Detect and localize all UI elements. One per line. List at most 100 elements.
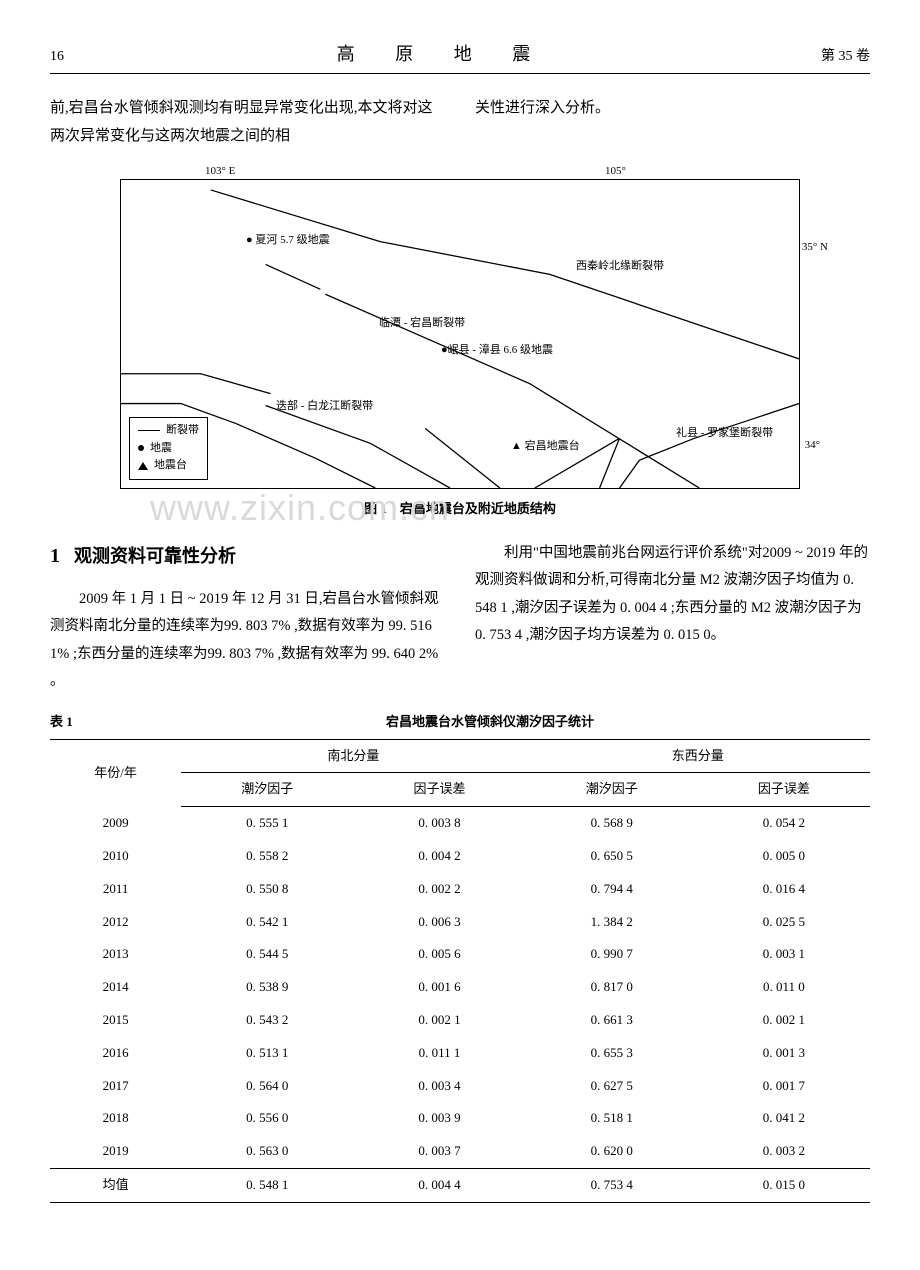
table-cell: 0. 513 1	[181, 1037, 353, 1070]
legend-station-label: 地震台	[154, 457, 187, 475]
table-row: 20140. 538 90. 001 60. 817 00. 011 0	[50, 971, 870, 1004]
table-cell: 0. 817 0	[526, 971, 698, 1004]
table-cell: 0. 564 0	[181, 1070, 353, 1103]
table-row: 20100. 558 20. 004 20. 650 50. 005 0	[50, 840, 870, 873]
table-cell: 0. 002 1	[698, 1004, 870, 1037]
table-cell: 0. 563 0	[181, 1135, 353, 1168]
table-row: 均值0. 548 10. 004 40. 753 40. 015 0	[50, 1168, 870, 1202]
section-1-para-left: 2009 年 1 月 1 日 ~ 2019 年 12 月 31 日,宕昌台水管倾…	[50, 586, 445, 696]
table-row: 20180. 556 00. 003 90. 518 10. 041 2	[50, 1102, 870, 1135]
th-ns-error: 因子误差	[353, 773, 525, 807]
table-cell: 2016	[50, 1037, 181, 1070]
table-cell: 0. 794 4	[526, 873, 698, 906]
legend-station: 地震台	[138, 457, 199, 475]
section-1-body: 1观测资料可靠性分析 2009 年 1 月 1 日 ~ 2019 年 12 月 …	[50, 540, 870, 696]
intro-paragraph: 前,宕昌台水管倾斜观测均有明显异常变化出现,本文将对这两次异常变化与这两次地震之…	[50, 94, 870, 169]
table-cell: 0. 538 9	[181, 971, 353, 1004]
th-ns-group: 南北分量	[181, 739, 525, 773]
table-row: 20150. 543 20. 002 10. 661 30. 002 1	[50, 1004, 870, 1037]
label-xiahe: ● 夏河 5.7 级地震	[246, 232, 330, 250]
label-diebu: 迭部 - 白龙江断裂带	[276, 398, 373, 416]
table-cell: 0. 001 3	[698, 1037, 870, 1070]
table-cell: 2010	[50, 840, 181, 873]
axis-lat2: 34°	[805, 437, 820, 455]
table-cell: 0. 542 1	[181, 906, 353, 939]
figure-1: 103° E 105° ● 夏河 5.7 级地震 西秦岭北缘断裂带 临潭 - 宕…	[50, 179, 870, 520]
label-minxian: ●岷县 - 漳县 6.6 级地震	[441, 342, 553, 360]
table-cell: 0. 620 0	[526, 1135, 698, 1168]
table-cell: 0. 556 0	[181, 1102, 353, 1135]
label-dangchang: ▲ 宕昌地震台	[511, 438, 580, 456]
th-ew-error: 因子误差	[698, 773, 870, 807]
legend-line-icon	[138, 430, 160, 431]
table-cell: 0. 753 4	[526, 1168, 698, 1202]
map-legend: 断裂带 地震 地震台	[129, 417, 208, 480]
table-row: 20170. 564 00. 003 40. 627 50. 001 7	[50, 1070, 870, 1103]
table-cell: 2014	[50, 971, 181, 1004]
table-cell: 0. 016 4	[698, 873, 870, 906]
table-1: 年份/年 南北分量 东西分量 潮汐因子 因子误差 潮汐因子 因子误差 20090…	[50, 739, 870, 1203]
figure-1-caption: 图 1 宕昌地震台及附近地质结构	[50, 499, 870, 520]
table-cell: 0. 003 2	[698, 1135, 870, 1168]
table-cell: 均值	[50, 1168, 181, 1202]
section-1-heading: 1观测资料可靠性分析	[50, 540, 445, 572]
journal-title: 高 原 地 震	[64, 40, 821, 69]
table-cell: 2017	[50, 1070, 181, 1103]
label-lintan: 临潭 - 宕昌断裂带	[379, 315, 465, 333]
table-row: 20190. 563 00. 003 70. 620 00. 003 2	[50, 1135, 870, 1168]
volume-label: 第 35 卷	[821, 46, 870, 68]
table-cell: 0. 054 2	[698, 807, 870, 840]
table-1-label: 表 1	[50, 712, 110, 733]
table-cell: 0. 025 5	[698, 906, 870, 939]
table-row: 20160. 513 10. 011 10. 655 30. 001 3	[50, 1037, 870, 1070]
axis-lon1: 103° E	[205, 163, 235, 181]
table-cell: 0. 001 7	[698, 1070, 870, 1103]
table-cell: 0. 544 5	[181, 938, 353, 971]
axis-lat1: 35° N	[802, 239, 828, 257]
table-row: 20090. 555 10. 003 80. 568 90. 054 2	[50, 807, 870, 840]
section-number: 1	[50, 545, 60, 567]
table-cell: 0. 550 8	[181, 873, 353, 906]
table-cell: 2015	[50, 1004, 181, 1037]
table-cell: 0. 003 4	[353, 1070, 525, 1103]
axis-lon2: 105°	[605, 163, 626, 181]
left-column: 1观测资料可靠性分析 2009 年 1 月 1 日 ~ 2019 年 12 月 …	[50, 540, 445, 696]
table-cell: 0. 650 5	[526, 840, 698, 873]
table-cell: 0. 555 1	[181, 807, 353, 840]
table-1-title-row: 表 1 宕昌地震台水管倾斜仪潮汐因子统计	[50, 712, 870, 733]
table-cell: 0. 002 1	[353, 1004, 525, 1037]
table-cell: 0. 990 7	[526, 938, 698, 971]
map-box: ● 夏河 5.7 级地震 西秦岭北缘断裂带 临潭 - 宕昌断裂带 ●岷县 - 漳…	[120, 179, 800, 489]
table-cell: 0. 543 2	[181, 1004, 353, 1037]
page-number: 16	[50, 46, 64, 68]
legend-triangle-icon	[138, 462, 148, 470]
table-cell: 0. 002 2	[353, 873, 525, 906]
table-body: 20090. 555 10. 003 80. 568 90. 054 22010…	[50, 807, 870, 1203]
table-cell: 2013	[50, 938, 181, 971]
page-header: 16 高 原 地 震 第 35 卷	[50, 40, 870, 74]
table-cell: 0. 003 8	[353, 807, 525, 840]
table-cell: 0. 548 1	[181, 1168, 353, 1202]
th-ew-group: 东西分量	[526, 739, 870, 773]
table-cell: 0. 011 0	[698, 971, 870, 1004]
th-ew-factor: 潮汐因子	[526, 773, 698, 807]
table-header-row-1: 年份/年 南北分量 东西分量	[50, 739, 870, 773]
legend-fault-label: 断裂带	[166, 422, 199, 440]
legend-quake-label: 地震	[150, 440, 172, 458]
table-cell: 0. 001 6	[353, 971, 525, 1004]
table-cell: 0. 041 2	[698, 1102, 870, 1135]
table-cell: 0. 003 9	[353, 1102, 525, 1135]
table-cell: 0. 661 3	[526, 1004, 698, 1037]
table-cell: 0. 005 6	[353, 938, 525, 971]
table-cell: 0. 011 1	[353, 1037, 525, 1070]
table-cell: 2011	[50, 873, 181, 906]
intro-left: 前,宕昌台水管倾斜观测均有明显异常变化出现,本文将对这两次异常变化与这两次地震之…	[50, 94, 445, 151]
table-cell: 0. 518 1	[526, 1102, 698, 1135]
th-year: 年份/年	[50, 739, 181, 807]
section-1-para-right: 利用"中国地震前兆台网运行评价系统"对2009 ~ 2019 年的观测资料做调和…	[475, 540, 870, 650]
th-ns-factor: 潮汐因子	[181, 773, 353, 807]
table-cell: 0. 006 3	[353, 906, 525, 939]
table-cell: 0. 655 3	[526, 1037, 698, 1070]
label-lixian: 礼县 - 罗家堡断裂带	[676, 425, 773, 443]
table-row: 20120. 542 10. 006 31. 384 20. 025 5	[50, 906, 870, 939]
